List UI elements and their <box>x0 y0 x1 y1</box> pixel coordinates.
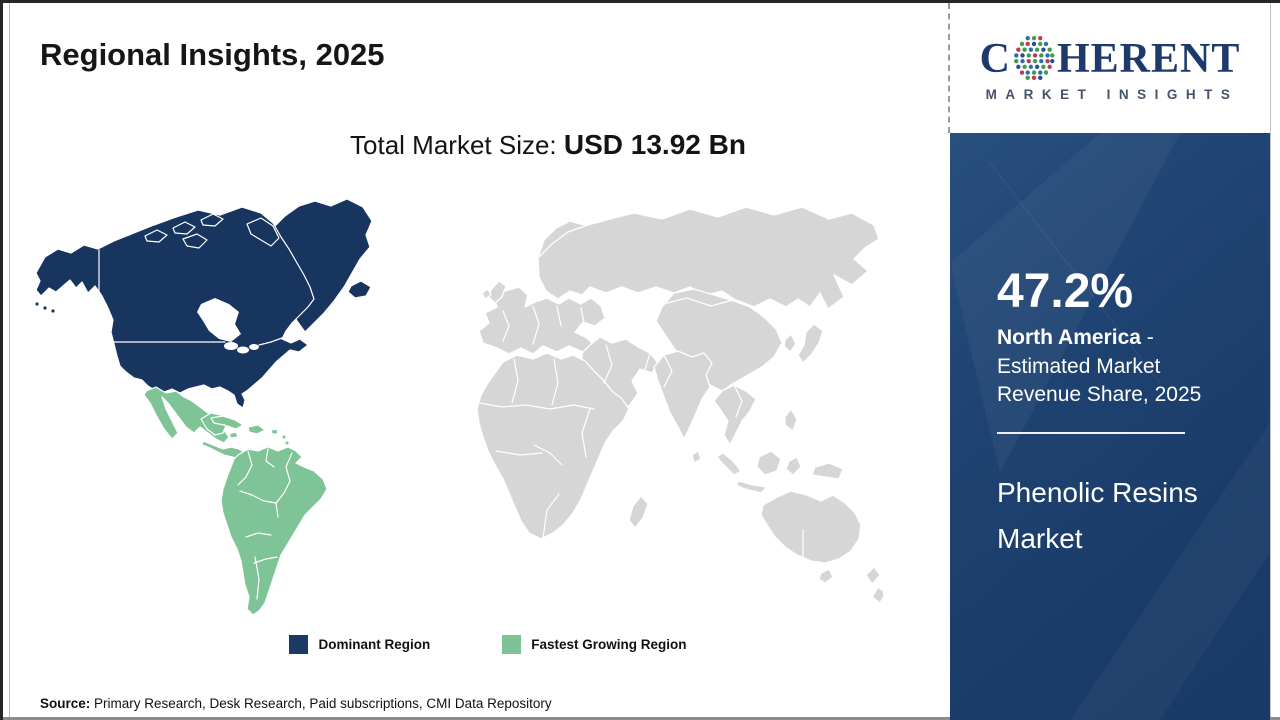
region-north-america <box>35 198 373 409</box>
island-sumatra <box>716 452 742 476</box>
logo-word-start: C <box>979 36 1011 82</box>
country-iceland <box>347 280 372 299</box>
logo-word-end: HERENT <box>1056 36 1241 82</box>
north-america-mainland <box>35 206 315 409</box>
sidebar-divider <box>997 432 1185 435</box>
logo-globe-icon <box>1014 35 1055 81</box>
country-japan <box>797 323 824 364</box>
total-market-size: Total Market Size: USD 13.92 Bn <box>198 129 898 161</box>
country-borders-gray <box>479 293 804 561</box>
sidebar: 47.2% North America - Estimated Market R… <box>950 133 1270 720</box>
total-market-size-label: Total Market Size: <box>350 130 564 160</box>
left-hairline <box>9 3 10 720</box>
antilles-1 <box>282 435 286 439</box>
world-map <box>33 193 887 625</box>
country-ireland <box>481 288 492 300</box>
country-russia <box>537 206 880 310</box>
island-nz-south <box>871 586 887 604</box>
south-america-borders <box>237 448 293 600</box>
bottom-rule <box>3 717 1280 720</box>
north-america-borders <box>98 249 283 346</box>
antilles-2 <box>285 441 289 445</box>
island-hispaniola <box>247 424 266 435</box>
right-hairline <box>1270 3 1271 720</box>
country-africa <box>476 352 630 540</box>
north-america-water <box>197 298 259 354</box>
map-legend: Dominant Region Fastest Growing Region <box>63 635 913 654</box>
market-name: Phenolic Resins Market <box>997 477 1198 554</box>
page-title: Regional Insights, 2025 <box>40 37 385 72</box>
island-cuba <box>210 415 244 430</box>
island-java <box>735 480 768 494</box>
arctic-island-2 <box>172 221 196 235</box>
share-desc-text: - Estimated Market Revenue Share, 2025 <box>997 326 1202 407</box>
country-se-asia <box>713 384 757 446</box>
world-map-svg <box>35 198 887 616</box>
country-south-america <box>220 446 328 616</box>
aleutian-3 <box>51 309 55 313</box>
logo: C HERENT MARKET INSIGHTS <box>948 3 1270 133</box>
arctic-island-3 <box>200 213 224 227</box>
logo-wordmark: C HERENT <box>980 34 1241 84</box>
hudson-bay <box>197 298 241 342</box>
island-new-guinea <box>811 462 844 480</box>
legend-swatch-fastest-growing <box>502 635 522 654</box>
great-lake-2 <box>237 346 249 354</box>
legend-item-dominant: Dominant Region <box>289 635 430 654</box>
country-india <box>653 350 713 440</box>
share-region-name: North America <box>997 326 1141 350</box>
great-lake-3 <box>249 344 259 350</box>
region-latin-america <box>143 386 328 616</box>
share-description: North America - Estimated Market Revenue… <box>997 324 1246 410</box>
island-philippines <box>784 408 798 432</box>
st-lawrence <box>258 337 283 346</box>
island-victoria <box>182 233 208 249</box>
source-line: Source: Primary Research, Desk Research,… <box>40 696 552 711</box>
country-madagascar <box>628 495 649 529</box>
aleutian-1 <box>35 302 39 306</box>
island-nz-north <box>865 566 881 585</box>
arctic-island-1 <box>144 229 168 243</box>
source-text: Primary Research, Desk Research, Paid su… <box>90 696 552 711</box>
legend-item-fastest-growing: Fastest Growing Region <box>502 635 687 654</box>
logo-tagline: MARKET INSIGHTS <box>985 87 1239 102</box>
aleutian-2 <box>43 306 47 310</box>
island-tasmania <box>818 568 834 584</box>
region-rest-of-world <box>476 206 887 604</box>
total-market-size-value: USD 13.92 Bn <box>563 129 746 160</box>
source-label: Source: <box>40 696 91 711</box>
country-australia <box>760 490 862 564</box>
legend-swatch-dominant <box>289 635 309 654</box>
great-lake-1 <box>224 342 238 350</box>
sidebar-texture <box>950 133 1180 473</box>
island-sri-lanka <box>691 450 702 464</box>
legend-label-dominant: Dominant Region <box>318 637 431 652</box>
island-puerto-rico <box>270 428 279 435</box>
island-baffin <box>246 217 280 247</box>
country-korea <box>783 333 797 353</box>
island-jamaica <box>228 431 239 439</box>
island-borneo <box>756 450 782 476</box>
legend-label-fastest-growing: Fastest Growing Region <box>531 637 687 652</box>
share-value: 47.2% <box>997 265 1134 318</box>
sidebar-content: 47.2% North America - Estimated Market R… <box>950 265 1270 562</box>
island-sulawesi <box>785 456 802 476</box>
